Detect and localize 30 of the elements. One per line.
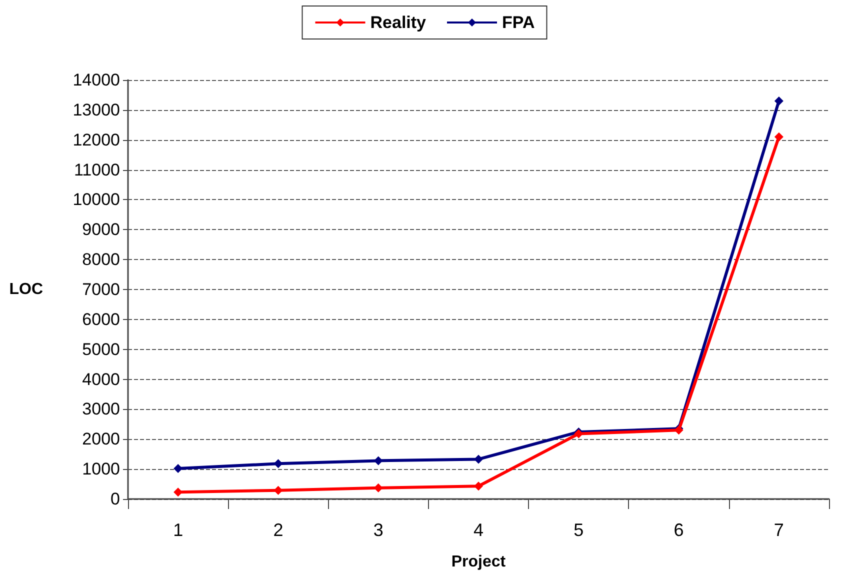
y-tick-label: 2000 — [82, 430, 120, 449]
x-tick-label: 6 — [674, 520, 684, 540]
y-tick-label: 14000 — [72, 70, 120, 90]
legend-label: Reality — [370, 13, 427, 32]
y-tick-label: 0 — [110, 490, 120, 508]
x-tick-label: 2 — [273, 520, 284, 540]
x-axis-title: Project — [451, 554, 506, 570]
x-tick-label: 4 — [473, 520, 484, 540]
y-tick-label: 12000 — [72, 130, 120, 150]
y-tick-label: 13000 — [72, 100, 120, 120]
y-tick-label: 7000 — [82, 280, 120, 299]
legend-label: FPA — [502, 13, 535, 32]
y-tick-label: 9000 — [82, 220, 120, 240]
x-tick-label: 5 — [574, 520, 584, 540]
y-tick-label: 5000 — [82, 340, 120, 359]
point — [774, 96, 784, 106]
x-tick-label: 3 — [373, 520, 384, 540]
x-tick-label: 7 — [774, 520, 784, 540]
x-tick-label: 1 — [173, 520, 184, 540]
point — [474, 454, 483, 464]
point — [774, 132, 784, 142]
y-tick-label: 10000 — [72, 190, 120, 210]
y-tick-label: 4000 — [82, 370, 120, 389]
point — [474, 482, 483, 491]
y-tick-label: 6000 — [82, 310, 120, 329]
y-axis-title: LOC — [9, 281, 44, 298]
y-tick-label: 11000 — [74, 160, 120, 180]
y-tick-label: 1000 — [82, 460, 120, 479]
y-tick-label: 8000 — [82, 250, 120, 270]
y-tick-label: 3000 — [82, 400, 120, 419]
